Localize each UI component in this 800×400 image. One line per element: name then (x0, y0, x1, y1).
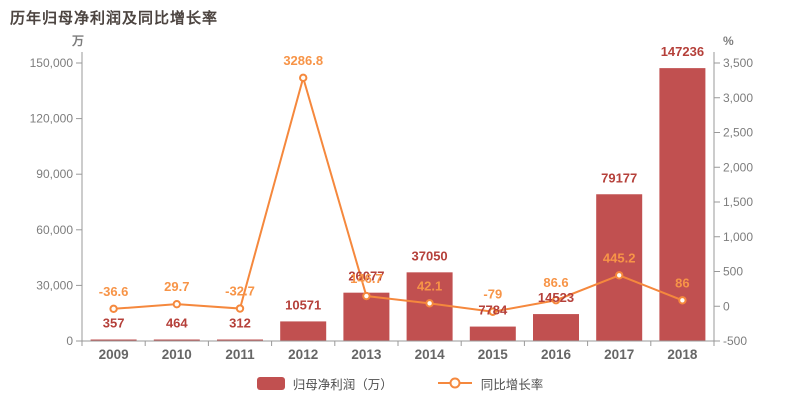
bar-2018[interactable] (659, 68, 706, 341)
bar-label-2010: 464 (166, 316, 188, 331)
growth-label-2016: 86.6 (543, 275, 568, 290)
bar-2016[interactable] (533, 314, 579, 341)
bar-2012[interactable] (280, 321, 327, 341)
line-marker-icon (437, 377, 472, 389)
right-tick-label: 500 (723, 265, 743, 279)
right-tick-label: 3,500 (723, 56, 753, 70)
x-label-2011: 2011 (225, 347, 255, 362)
x-label-2014: 2014 (415, 347, 446, 362)
bar-label-2015: 7784 (478, 303, 508, 318)
bar-2017[interactable] (596, 194, 643, 341)
point-2010[interactable] (172, 299, 182, 309)
bar-2009[interactable] (90, 339, 137, 342)
point-2011[interactable] (235, 304, 245, 313)
growth-label-2010: 29.7 (164, 279, 189, 294)
growth-label-2018: 86 (675, 275, 689, 290)
x-label-2015: 2015 (478, 347, 509, 362)
bar-label-2018: 147236 (661, 44, 704, 59)
point-2015[interactable] (488, 307, 497, 316)
left-tick-label: 30,000 (36, 278, 73, 292)
x-label-2017: 2017 (604, 347, 634, 362)
right-tick-label: 3,000 (723, 91, 753, 105)
right-tick-label: 1,000 (723, 230, 753, 244)
point-2012[interactable] (299, 73, 308, 83)
bar-2011[interactable] (217, 339, 263, 342)
right-axis-unit: % (723, 34, 734, 48)
point-2013[interactable] (362, 291, 371, 301)
legend-item-growth-rate[interactable]: 同比增长率 (437, 374, 544, 393)
growth-label-2017: 445.2 (603, 250, 636, 265)
point-2017[interactable] (615, 271, 624, 280)
point-2016[interactable] (551, 296, 561, 305)
legend: 归母净利润（万） 同比增长率 (0, 372, 800, 394)
bar-label-2011: 312 (229, 316, 251, 331)
growth-label-2012: 3286.8 (283, 53, 323, 68)
right-tick-label: 2,500 (723, 126, 753, 140)
legend-item-net-profit[interactable]: 归母净利润（万） (256, 374, 393, 393)
growth-label-2015: -79 (483, 287, 502, 302)
left-axis-unit: 万 (71, 34, 84, 48)
bar-label-2016: 14523 (538, 290, 574, 305)
right-tick-label: 0 (723, 299, 730, 313)
x-label-2009: 2009 (99, 347, 129, 362)
right-tick-label: 2,000 (723, 160, 753, 174)
growth-label-2011: -32.7 (225, 284, 255, 299)
growth-line (113, 74, 683, 313)
growth-label-2013: 146.7 (350, 271, 383, 286)
growth-label-2009: -36.6 (99, 284, 129, 299)
left-tick-label: 0 (66, 334, 73, 348)
x-label-2018: 2018 (667, 347, 698, 362)
left-tick-label: 120,000 (30, 112, 74, 126)
point-2018[interactable] (678, 296, 687, 305)
bar-swatch-icon (256, 376, 285, 390)
point-2009[interactable] (109, 304, 118, 313)
legend-marker (449, 377, 461, 389)
bar-2015[interactable] (469, 326, 516, 341)
legend-label-net-profit: 归母净利润（万） (292, 377, 393, 392)
x-label-2012: 2012 (288, 347, 318, 362)
growth-label-2014: 42.1 (417, 278, 442, 293)
chart-title: 历年归母净利润及同比增长率 (10, 10, 219, 27)
left-tick-label: 150,000 (30, 56, 74, 70)
bar-2010[interactable] (153, 339, 200, 342)
point-2014[interactable] (425, 299, 434, 308)
bar-label-2017: 79177 (601, 170, 637, 185)
left-tick-label: 90,000 (36, 167, 73, 181)
bar-2013[interactable] (343, 292, 390, 341)
x-label-2013: 2013 (351, 347, 382, 362)
legend-label-growth-rate: 同比增长率 (480, 377, 544, 392)
bar-label-2012: 10571 (285, 297, 321, 312)
right-tick-label: 1,500 (723, 195, 753, 209)
bar-label-2014: 37050 (412, 248, 448, 263)
left-tick-label: 60,000 (36, 223, 73, 237)
bar-label-2009: 357 (103, 316, 125, 331)
right-tick-label: -500 (723, 334, 747, 348)
bar-label-2013: 26077 (348, 269, 384, 284)
x-label-2016: 2016 (541, 347, 572, 362)
x-label-2010: 2010 (162, 347, 192, 362)
